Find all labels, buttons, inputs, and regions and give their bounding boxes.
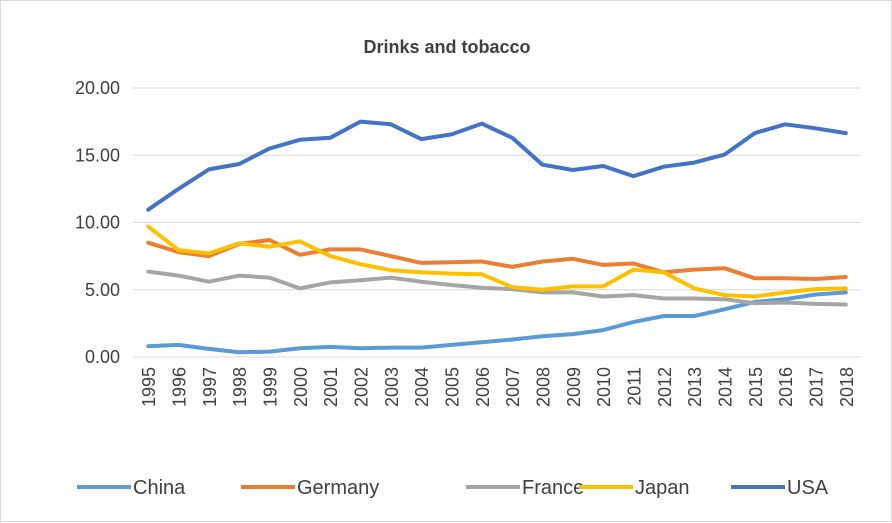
series-line-france: [146, 269, 848, 307]
legend-label-germany: Germany: [297, 477, 379, 499]
legend-label-china: China: [133, 477, 186, 499]
gridlines: [133, 87, 861, 291]
series-line-japan: [146, 224, 848, 299]
legend-label-usa: USA: [787, 477, 829, 499]
x-tick-label: 2004: [412, 367, 432, 407]
x-tick-label: 2003: [382, 367, 402, 407]
x-tick-label: 1997: [200, 367, 220, 407]
y-tick-label: 10.00: [75, 213, 120, 233]
series-line-usa: [146, 119, 848, 212]
x-axis-ticks: 1995 1996 1997 1998 1999 2000 2001 2002 2003 2004…: [139, 367, 857, 407]
x-tick-label: 2011: [625, 367, 645, 406]
chart-title: Drinks and tobacco: [363, 37, 530, 57]
y-axis-ticks: 0.00 5.00 10.00 15.00 20.00: [75, 78, 120, 367]
x-tick-label: 2017: [807, 367, 827, 407]
x-tick-label: 1999: [261, 367, 281, 407]
x-tick-label: 2010: [594, 367, 614, 407]
legend-label-france: France: [522, 477, 584, 499]
x-tick-label: 2009: [564, 367, 584, 407]
series-line-germany: [146, 238, 848, 281]
y-tick-label: 15.00: [75, 145, 120, 165]
y-tick-label: 0.00: [85, 347, 120, 367]
x-tick-label: 2000: [291, 367, 311, 407]
x-tick-label: 2007: [503, 367, 523, 407]
x-tick-label: 2001: [321, 367, 341, 407]
x-tick-label: 2013: [685, 367, 705, 407]
x-tick-label: 2008: [534, 367, 554, 407]
y-tick-label: 20.00: [75, 78, 120, 98]
series-line-china: [146, 290, 848, 355]
x-tick-label: 2018: [837, 367, 857, 407]
x-tick-label: 2005: [443, 367, 463, 407]
series-lines: [146, 119, 848, 355]
x-tick-label: 2006: [473, 367, 493, 407]
x-tick-label: 2015: [746, 367, 766, 407]
x-tick-label: 2016: [776, 367, 796, 407]
x-tick-label: 2014: [716, 367, 736, 407]
legend-label-japan: Japan: [635, 477, 690, 499]
legend: China Germany France Japan USA: [77, 477, 829, 499]
x-tick-label: 1995: [139, 367, 159, 407]
y-tick-label: 5.00: [85, 280, 120, 300]
x-tick-label: 1996: [170, 367, 190, 407]
x-tick-label: 2012: [655, 367, 675, 407]
x-tick-label: 2002: [352, 367, 372, 407]
x-tick-label: 1998: [230, 367, 250, 407]
